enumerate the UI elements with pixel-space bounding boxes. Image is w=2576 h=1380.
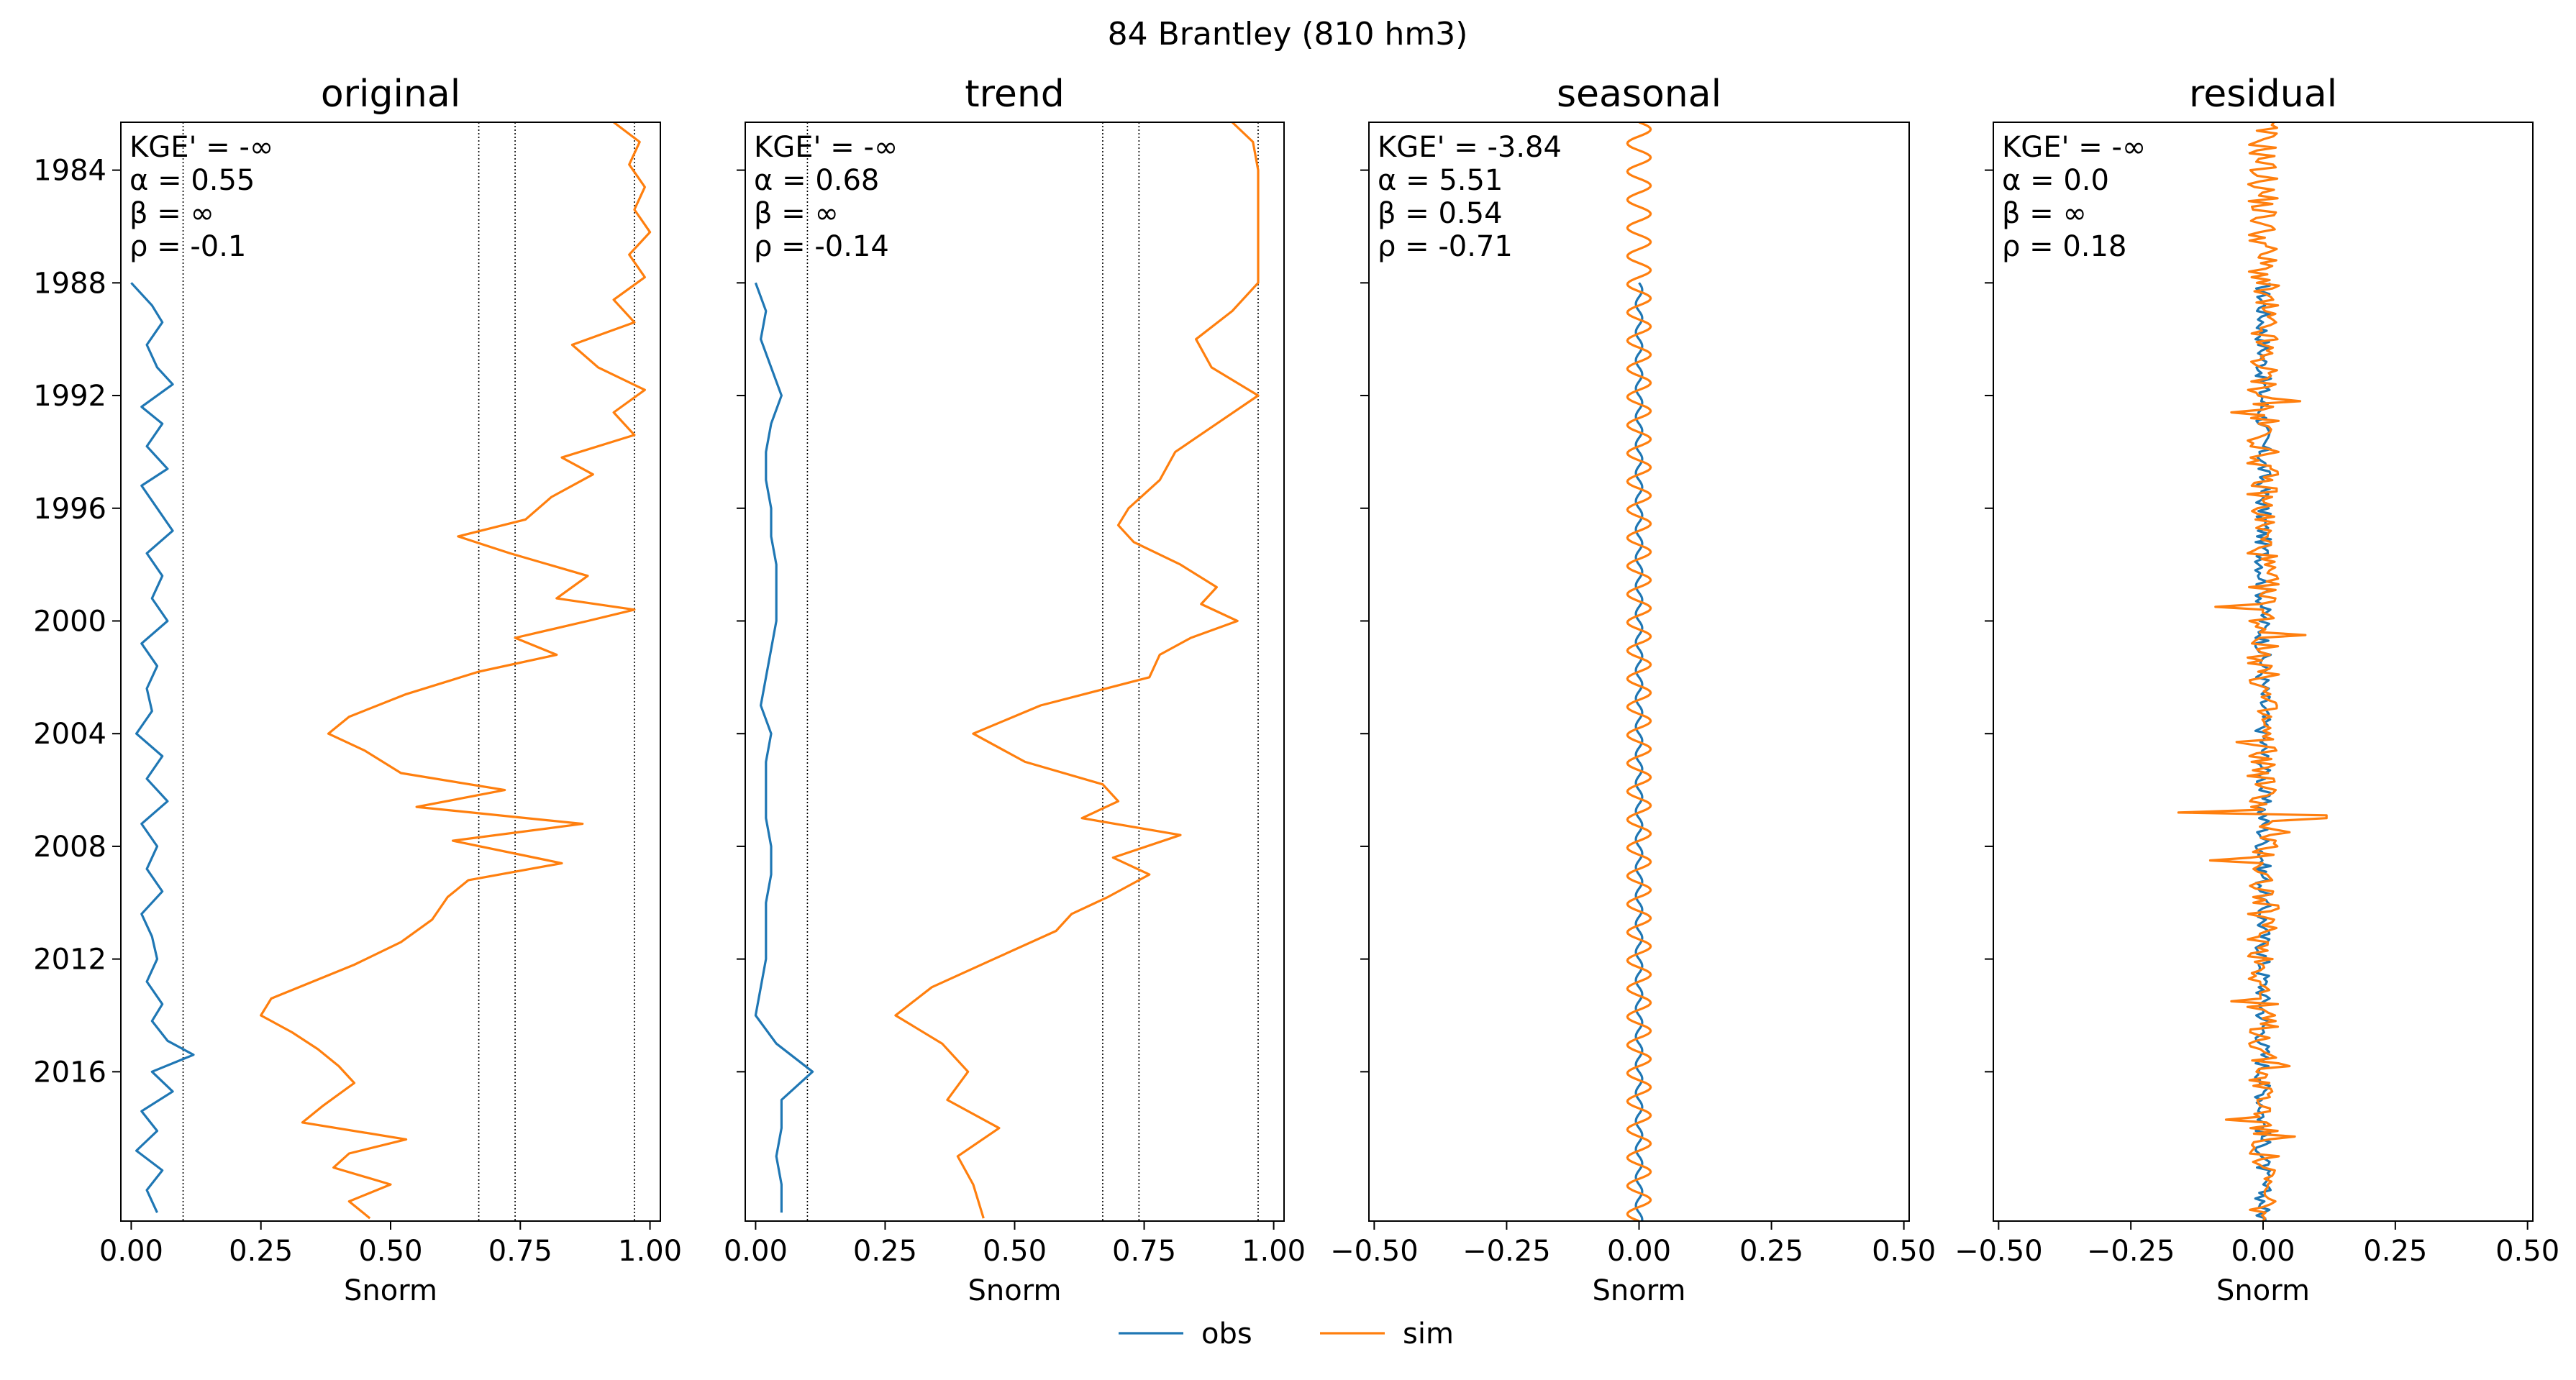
panel-residual: residual −0.50 −0.25 0.00 0.25 0.50 Snorm KGE' … bbox=[1954, 73, 2559, 1307]
kge-stat-text: ρ = -0.1 bbox=[129, 230, 246, 263]
x-tick-label: −0.50 bbox=[1954, 1235, 2043, 1268]
x-tick-label: 0.50 bbox=[358, 1235, 422, 1268]
legend-label-obs: obs bbox=[1201, 1317, 1252, 1351]
kge-stat-text: ρ = -0.14 bbox=[754, 230, 889, 263]
sim-series-line bbox=[894, 122, 1260, 1219]
panel-title: residual bbox=[2189, 73, 2337, 116]
kge-stat-text: KGE' = -∞ bbox=[2002, 131, 2146, 164]
y-tick-label: 2004 bbox=[33, 718, 106, 751]
kge-stat-text: ρ = -0.71 bbox=[1378, 230, 1513, 263]
panel-original: original 0.00 0.25 0.50 0.75 1.00 Snorm 1984 198… bbox=[33, 73, 682, 1307]
panel-plot-area bbox=[130, 122, 652, 1220]
kge-stat-text: β = ∞ bbox=[129, 197, 214, 230]
x-tick-label: −0.50 bbox=[1330, 1235, 1419, 1268]
panel-title: seasonal bbox=[1557, 73, 1721, 116]
y-tick-label: 2008 bbox=[33, 831, 106, 864]
x-tick-label: 0.25 bbox=[1739, 1235, 1803, 1268]
y-tick-label: 1988 bbox=[33, 267, 106, 300]
x-tick-label: 0.00 bbox=[724, 1235, 788, 1268]
panel-trend: trend 0.00 0.25 0.50 0.75 1.00 Snorm KGE' = -∞α… bbox=[724, 73, 1306, 1307]
panel-plot-area bbox=[754, 122, 1260, 1219]
panel-axes-frame bbox=[120, 122, 661, 1222]
panel-title: original bbox=[321, 73, 460, 116]
kge-stat-text: β = ∞ bbox=[2002, 197, 2087, 230]
x-tick-label: 0.25 bbox=[2363, 1235, 2427, 1268]
kge-stat-text: α = 5.51 bbox=[1378, 164, 1503, 197]
y-tick-label: 1992 bbox=[33, 380, 106, 413]
x-axis-label: Snorm bbox=[968, 1274, 1062, 1307]
panel-axes-frame bbox=[745, 122, 1285, 1222]
x-tick-label: 0.00 bbox=[1607, 1235, 1671, 1268]
x-tick-label: 0.50 bbox=[2495, 1235, 2559, 1268]
x-tick-label: 0.75 bbox=[488, 1235, 552, 1268]
x-tick-label: −0.25 bbox=[1462, 1235, 1551, 1268]
sim-series-line bbox=[260, 122, 652, 1220]
x-tick-label: −0.25 bbox=[2087, 1235, 2175, 1268]
kge-stat-text: α = 0.0 bbox=[2002, 164, 2109, 197]
x-tick-label: 0.50 bbox=[983, 1235, 1047, 1268]
kge-stat-text: α = 0.55 bbox=[129, 164, 255, 197]
x-axis-label: Snorm bbox=[344, 1274, 437, 1307]
legend: obs sim bbox=[1119, 1317, 1454, 1351]
x-tick-label: 0.50 bbox=[1872, 1235, 1936, 1268]
legend-label-sim: sim bbox=[1403, 1317, 1454, 1351]
y-tick-label: 2016 bbox=[33, 1056, 106, 1089]
x-tick-label: 0.75 bbox=[1112, 1235, 1176, 1268]
kge-stat-text: KGE' = -3.84 bbox=[1378, 131, 1562, 164]
x-tick-label: 1.00 bbox=[1242, 1235, 1306, 1268]
y-tick-label: 2012 bbox=[33, 943, 106, 977]
kge-stat-text: β = ∞ bbox=[754, 197, 839, 230]
kge-stat-text: α = 0.68 bbox=[754, 164, 879, 197]
sim-series-line bbox=[2177, 122, 2328, 1221]
y-tick-label: 1984 bbox=[33, 155, 106, 188]
panel-plot-area bbox=[2177, 122, 2328, 1221]
panel-plot-area bbox=[1626, 122, 1652, 1221]
x-tick-label: 0.25 bbox=[853, 1235, 917, 1268]
x-tick-label: 0.00 bbox=[2231, 1235, 2295, 1268]
x-tick-label: 0.25 bbox=[229, 1235, 293, 1268]
x-axis-label: Snorm bbox=[1593, 1274, 1686, 1307]
x-tick-label: 1.00 bbox=[618, 1235, 682, 1268]
kge-stat-text: KGE' = -∞ bbox=[129, 131, 273, 164]
x-tick-label: 0.00 bbox=[99, 1235, 163, 1268]
y-tick-label: 1996 bbox=[33, 493, 106, 526]
y-tick-label: 2000 bbox=[33, 605, 106, 638]
sim-series-line bbox=[1626, 122, 1652, 1221]
panel-title: trend bbox=[965, 73, 1065, 116]
obs-series-line bbox=[130, 282, 195, 1213]
kge-stat-text: KGE' = -∞ bbox=[754, 131, 898, 164]
kge-stat-text: ρ = 0.18 bbox=[2002, 230, 2126, 263]
kge-stat-text: β = 0.54 bbox=[1378, 197, 1503, 230]
x-axis-label: Snorm bbox=[2216, 1274, 2310, 1307]
panel-seasonal: seasonal −0.50 −0.25 0.00 0.25 0.50 Snorm KGE' … bbox=[1330, 73, 1936, 1307]
obs-series-line bbox=[1634, 282, 1644, 1221]
obs-series-line bbox=[754, 282, 814, 1213]
figure-title: 84 Brantley (810 hm3) bbox=[1108, 16, 1468, 52]
